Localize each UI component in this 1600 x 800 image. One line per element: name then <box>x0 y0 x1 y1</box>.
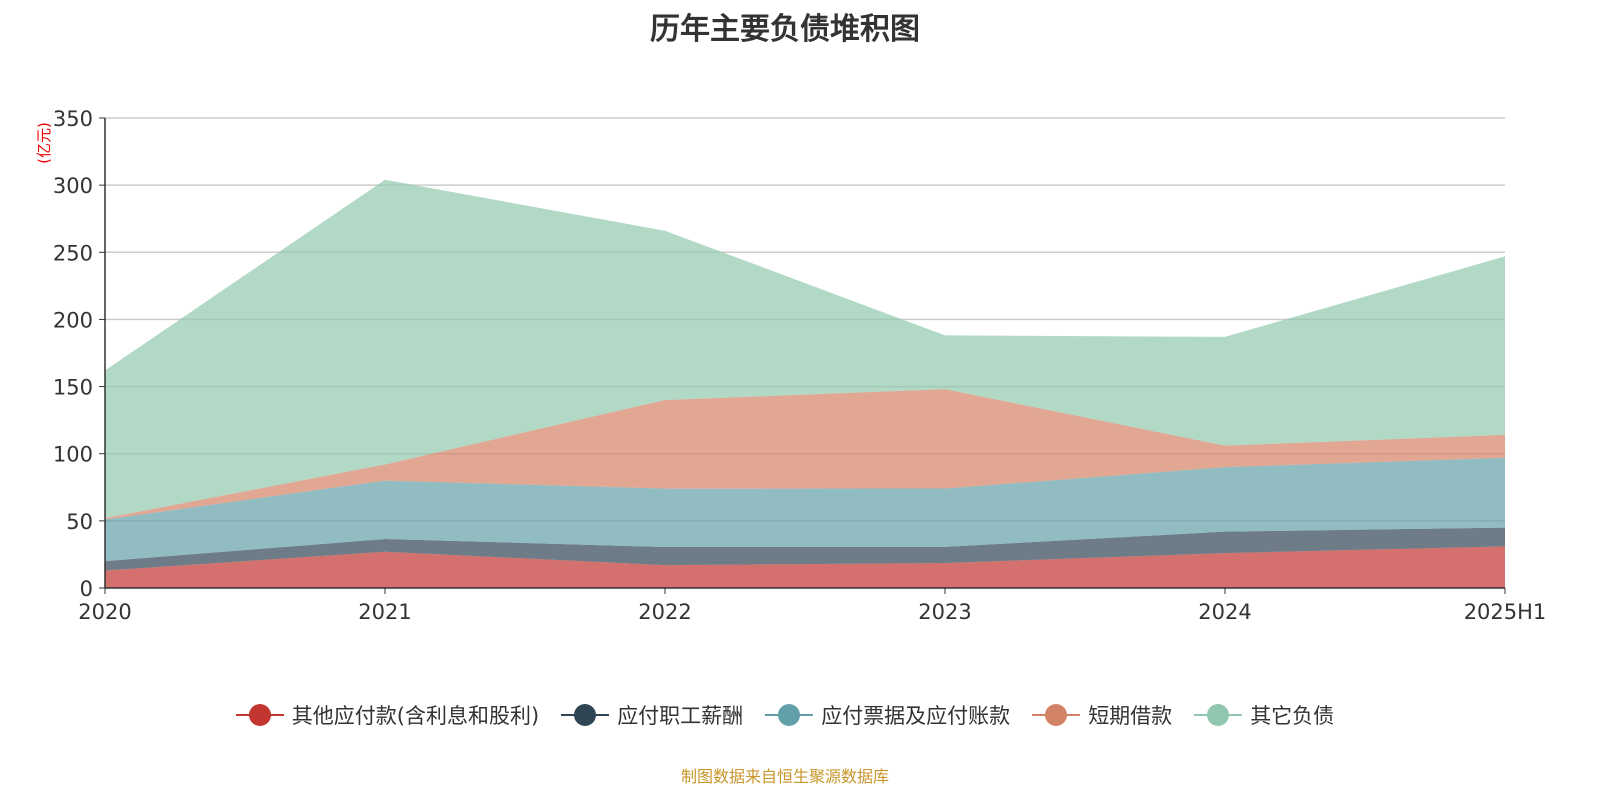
y-tick-label: 200 <box>53 308 93 332</box>
area-series-1 <box>105 527 1505 571</box>
x-tick-label: 2023 <box>918 600 971 624</box>
y-tick-label: 50 <box>66 510 93 534</box>
legend-label: 应付票据及应付账款 <box>821 704 1011 728</box>
x-tick-label: 2024 <box>1198 600 1251 624</box>
chart-title: 历年主要负债堆积图 <box>650 12 920 47</box>
legend-label: 应付职工薪酬 <box>617 704 744 728</box>
legend: 其他应付款(含利息和股利) 应付职工薪酬 应付票据及应付账款 短期借款 其它负债 <box>0 700 1570 730</box>
y-tick-label: 150 <box>53 376 93 400</box>
x-tick-label: 2021 <box>358 600 411 624</box>
y-tick-label: 300 <box>53 174 93 198</box>
area-series-3 <box>105 389 1505 520</box>
x-tick-label: 2022 <box>638 600 691 624</box>
y-tick-label: 0 <box>80 577 93 601</box>
y-tick-label: 350 <box>53 107 93 131</box>
y-axis-label: (亿元) <box>35 122 53 164</box>
legend-item[interactable]: 其它负债 <box>1194 700 1334 730</box>
y-tick-label: 250 <box>53 241 93 265</box>
legend-marker-icon <box>1194 703 1243 727</box>
y-tick-label: 100 <box>53 443 93 467</box>
legend-item[interactable]: 短期借款 <box>1032 700 1172 730</box>
area-series-4 <box>105 179 1505 519</box>
area-series-0 <box>105 546 1505 588</box>
legend-label: 其它负债 <box>1250 704 1335 728</box>
x-tick-label: 2025H1 <box>1464 600 1547 624</box>
area-series-2 <box>105 457 1505 562</box>
stacked-area-chart: 0 50 100 150 200 250 300 350 2020 2021 2022 2023 202… <box>35 107 1547 624</box>
legend-item[interactable]: 应付票据及应付账款 <box>765 700 1010 730</box>
legend-marker-icon <box>1032 703 1081 727</box>
legend-label: 短期借款 <box>1088 704 1173 728</box>
legend-marker-icon <box>561 703 610 727</box>
x-tick-label: 2020 <box>78 600 131 624</box>
legend-marker-icon <box>235 703 284 727</box>
source-note: 制图数据来自恒生聚源数据库 <box>680 767 889 786</box>
legend-label: 其他应付款(含利息和股利) <box>291 704 540 728</box>
legend-item[interactable]: 应付职工薪酬 <box>561 700 743 730</box>
legend-marker-icon <box>765 703 814 727</box>
legend-item[interactable]: 其他应付款(含利息和股利) <box>235 700 540 730</box>
